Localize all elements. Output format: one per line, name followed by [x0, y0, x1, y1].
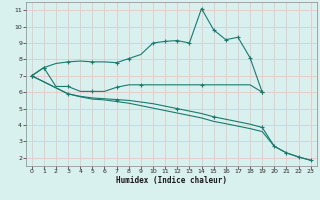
X-axis label: Humidex (Indice chaleur): Humidex (Indice chaleur)	[116, 176, 227, 185]
